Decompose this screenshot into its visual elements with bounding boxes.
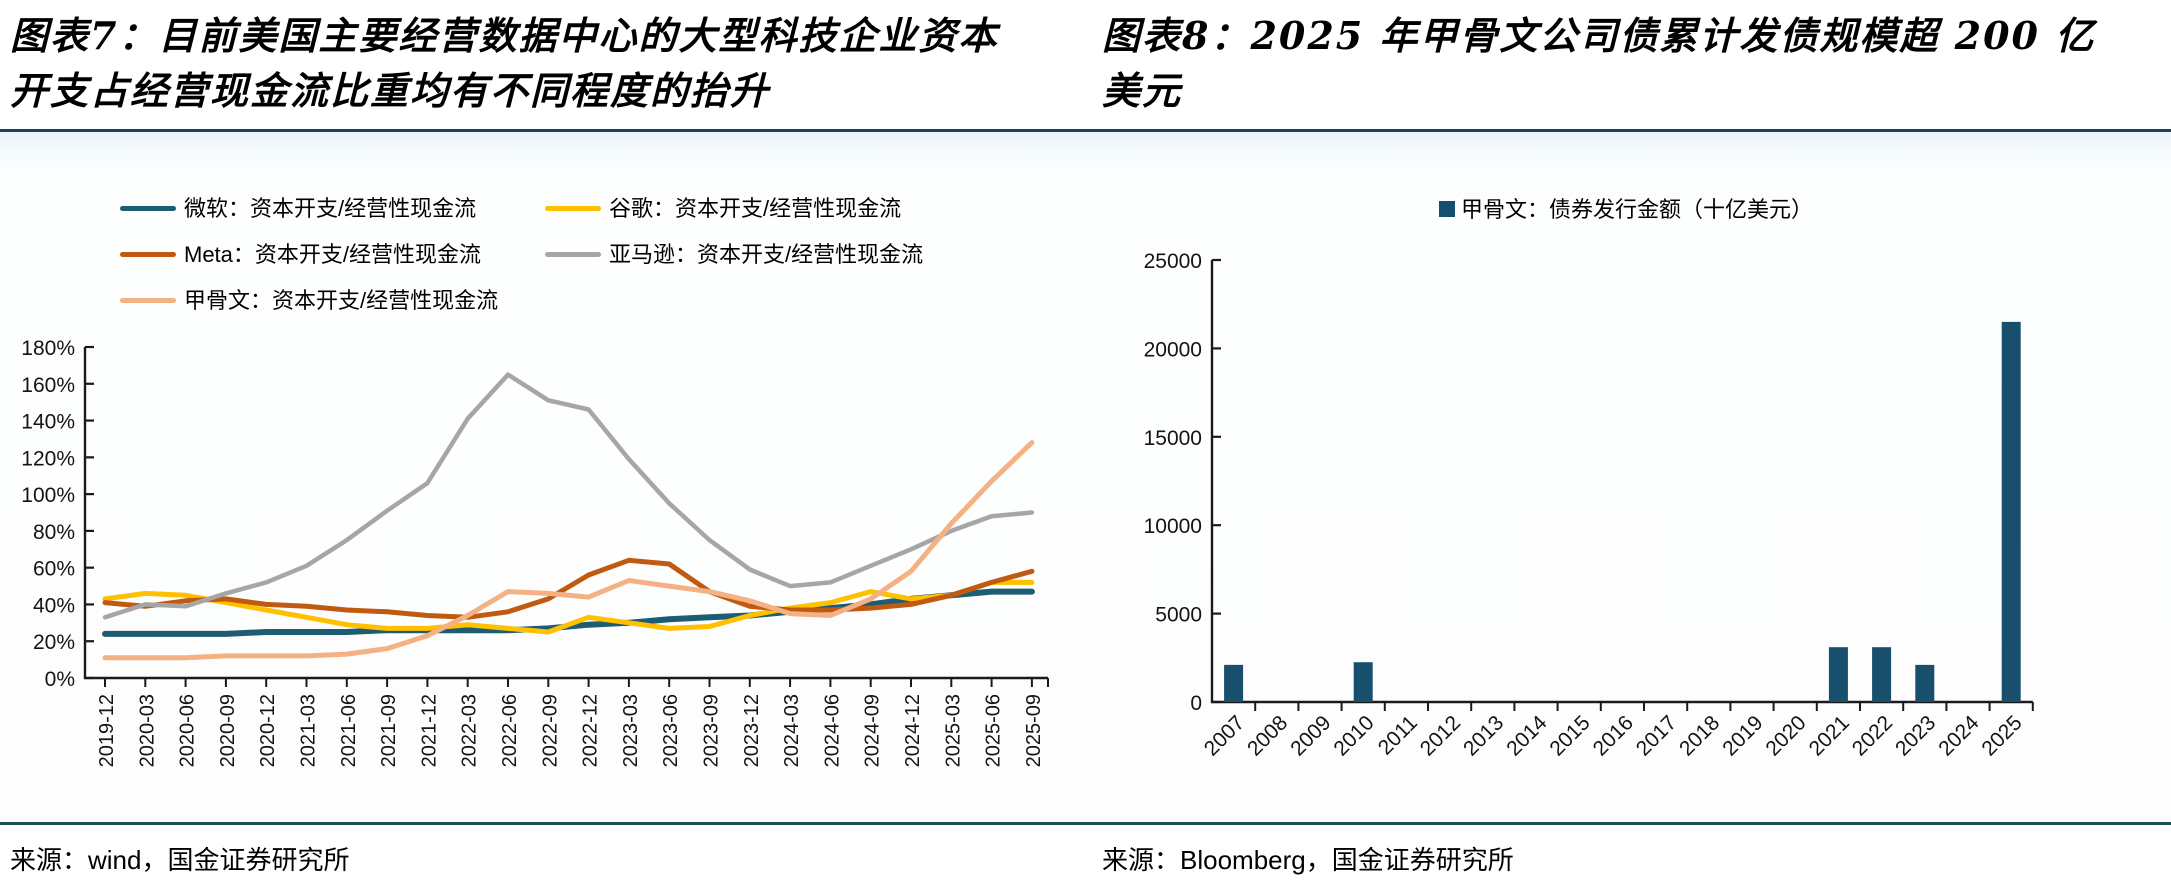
top-divider-line — [0, 129, 2171, 132]
figure8-title: 图表8：2025 年甲骨文公司债累计发债规模超 200 亿美元 — [1102, 13, 2096, 114]
figure7-title: 图表7：目前美国主要经营数据中心的大型科技企业资本开支占经营现金流比重均有不同程… — [10, 13, 999, 114]
legend-swatch — [120, 297, 176, 303]
legend-item: 谷歌：资本开支/经营性现金流 — [545, 191, 901, 223]
bottom-divider-line — [0, 822, 2171, 825]
legend-item: 微软：资本开支/经营性现金流 — [120, 191, 476, 223]
legend-label: Meta：资本开支/经营性现金流 — [184, 242, 482, 267]
legend-item: 亚马逊：资本开支/经营性现金流 — [545, 237, 923, 269]
legend-label: 亚马逊：资本开支/经营性现金流 — [609, 242, 924, 267]
legend-label: 甲骨文：资本开支/经营性现金流 — [184, 288, 499, 313]
legend-swatch — [545, 251, 601, 257]
figure8-source: 来源：Bloomberg，国金证券研究所 — [1102, 845, 1514, 875]
legend-swatch — [545, 205, 601, 211]
figure7-source: 来源：wind，国金证券研究所 — [10, 845, 350, 875]
legend-item: Meta：资本开支/经营性现金流 — [120, 237, 481, 269]
bar-series-swatch — [1438, 201, 1455, 218]
figure8-legend: 甲骨文：债券发行金额（十亿美元） — [1212, 192, 2040, 224]
legend-swatch — [120, 251, 176, 257]
legend-swatch — [120, 205, 176, 211]
legend-item: 甲骨文：资本开支/经营性现金流 — [120, 283, 498, 315]
bar-series-label: 甲骨文：债券发行金额（十亿美元） — [1460, 197, 1813, 222]
figure-panel-background — [0, 132, 2171, 822]
legend-label: 谷歌：资本开支/经营性现金流 — [609, 196, 902, 221]
legend-label: 微软：资本开支/经营性现金流 — [184, 196, 477, 221]
